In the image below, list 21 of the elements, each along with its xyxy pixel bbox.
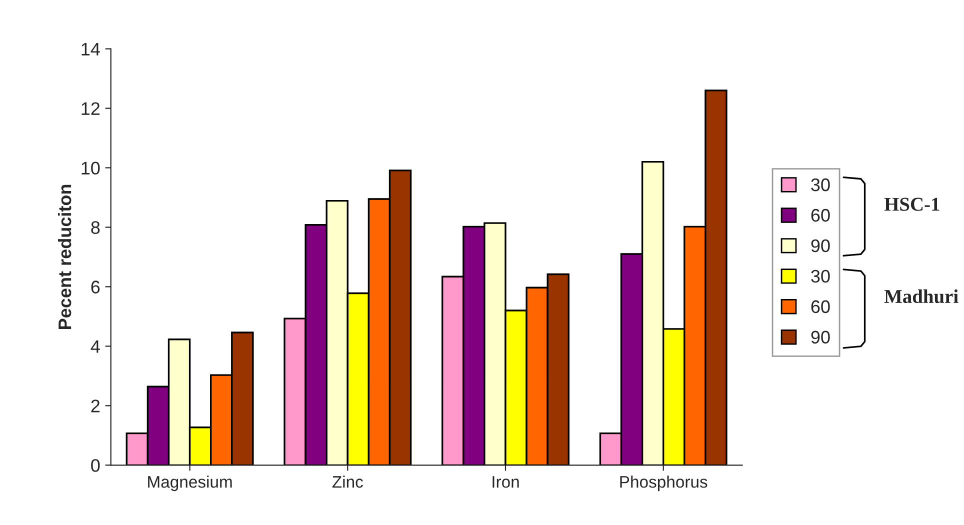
x-tick-label: Iron xyxy=(492,476,519,488)
text: Madhuri xyxy=(884,289,958,304)
legend-label: 30 xyxy=(811,178,830,192)
legend-label: 30 xyxy=(811,270,830,283)
text: HSC-1 xyxy=(884,198,940,211)
legend-label: 90 xyxy=(811,239,830,252)
y-tick-label: 10 xyxy=(82,162,100,174)
y-tick-label: 2 xyxy=(91,400,100,412)
y-tick-label: 4 xyxy=(90,340,100,353)
x-tick-label: Zinc xyxy=(332,476,363,488)
y-tick-label: 6 xyxy=(91,280,100,294)
legend-label: 60 xyxy=(811,208,830,222)
y-tick-label: 8 xyxy=(91,221,100,234)
x-tick-label: Phosphorus xyxy=(620,476,708,492)
y-axis-title: Pecent reduciton xyxy=(58,184,72,330)
y-tick-label: 14 xyxy=(82,42,100,56)
y-tick-label: 12 xyxy=(82,102,100,115)
legend-label: 90 xyxy=(811,330,830,344)
x-tick-label: Magnesium xyxy=(148,476,232,492)
legend-label: 60 xyxy=(811,300,830,314)
y-tick-label: 0 xyxy=(91,459,100,472)
